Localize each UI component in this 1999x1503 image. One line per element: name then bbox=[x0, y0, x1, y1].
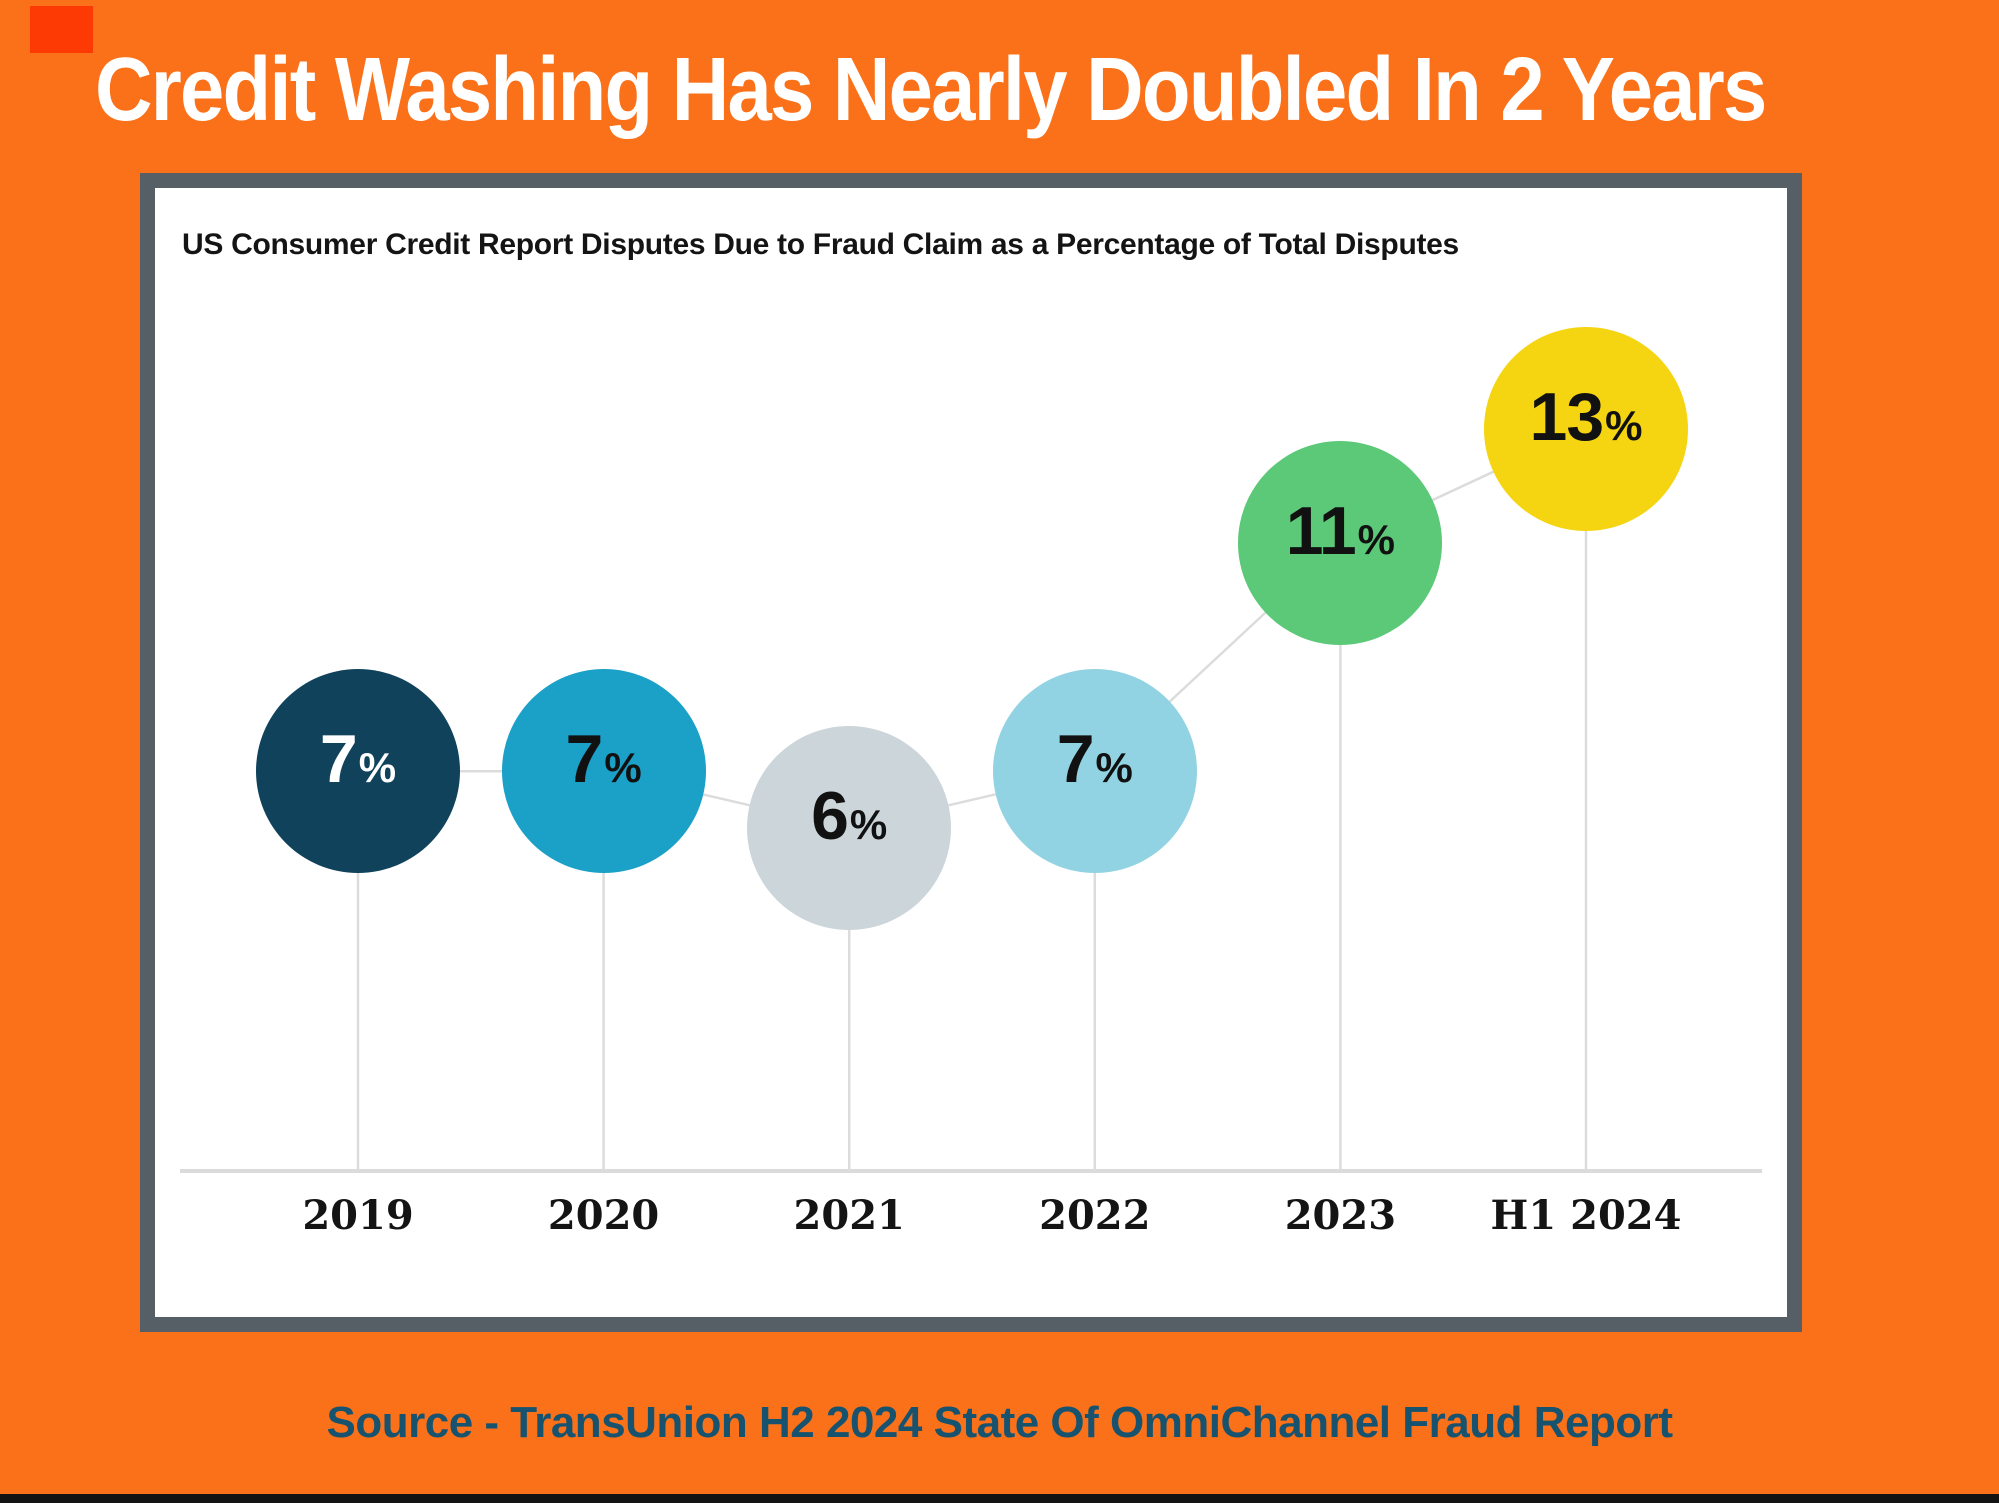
chart-title: US Consumer Credit Report Disputes Due t… bbox=[182, 228, 1459, 261]
corner-accent-square bbox=[30, 6, 93, 53]
source-attribution: Source - TransUnion H2 2024 State Of Omn… bbox=[326, 1398, 1673, 1447]
page-title: Credit Washing Has Nearly Doubled In 2 Y… bbox=[95, 40, 1767, 140]
bottom-strip bbox=[0, 1494, 1999, 1503]
chart-card bbox=[140, 173, 1802, 1332]
